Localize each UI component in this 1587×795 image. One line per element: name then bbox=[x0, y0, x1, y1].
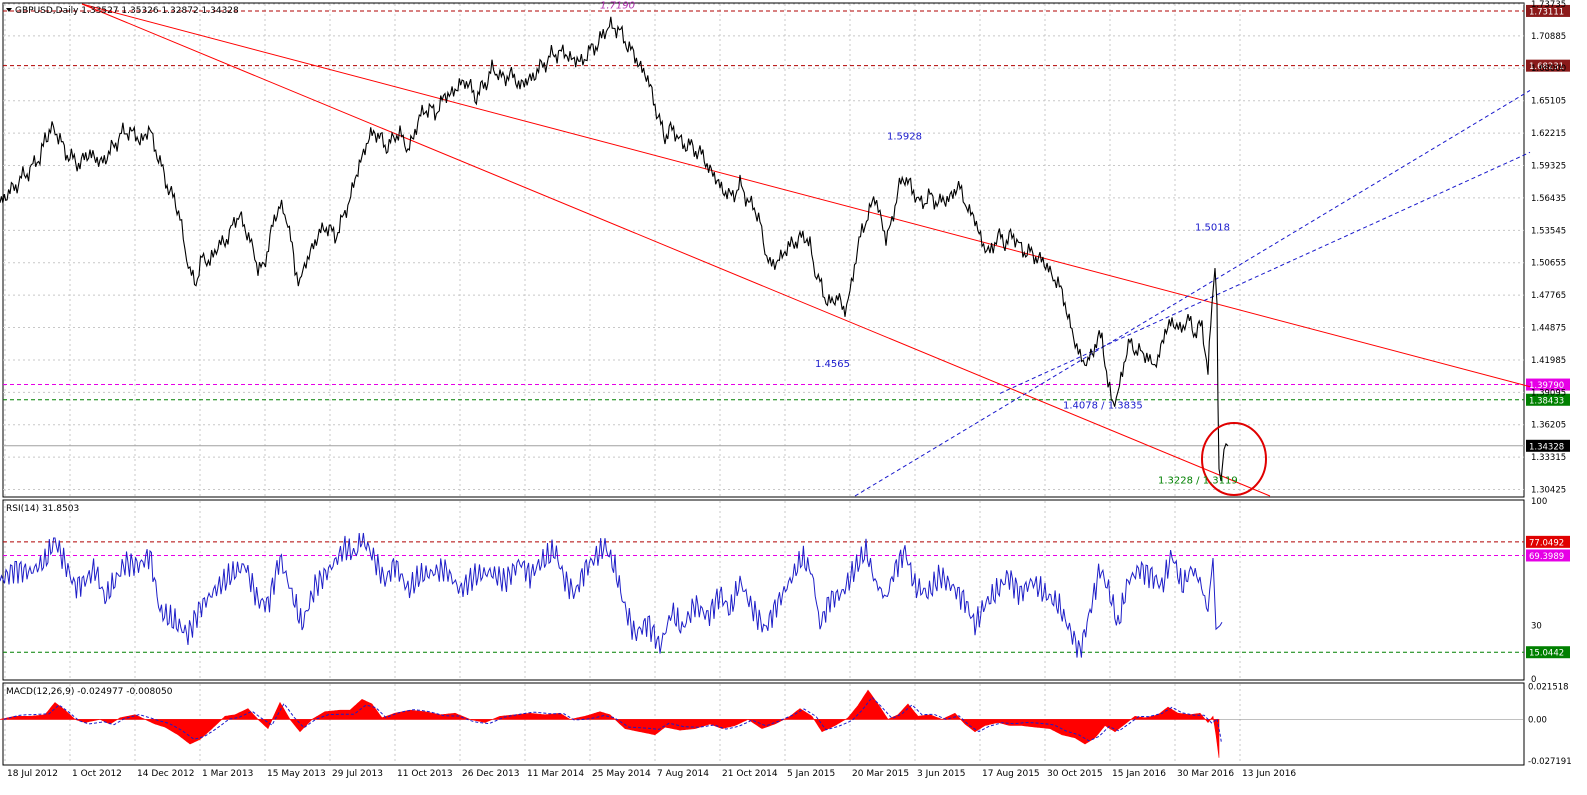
y-tick-label: 1.56435 bbox=[1531, 194, 1566, 204]
x-tick-label: 17 Aug 2015 bbox=[982, 769, 1040, 779]
price-levels: 1.73111 1.68231 1.39790 1.38433 1.34328 bbox=[3, 4, 1570, 452]
price-annotation: 1.3228 / 1.3119 bbox=[1158, 476, 1238, 487]
rsi-line bbox=[0, 532, 1223, 658]
rsi-tick-label: 30 bbox=[1531, 622, 1542, 632]
channel-line bbox=[81, 3, 1531, 388]
channel-line bbox=[81, 3, 1271, 497]
price-pane[interactable] bbox=[2, 2, 1525, 498]
x-tick-label: 18 Jul 2012 bbox=[7, 769, 58, 779]
x-tick-label: 21 Oct 2014 bbox=[722, 769, 778, 779]
price-level-label: 1.38433 bbox=[1529, 396, 1564, 406]
rsi-title: RSI(14) 31.8503 bbox=[6, 504, 79, 514]
main-chart-title: GBPUSD,Daily 1.33527 1.35326 1.32872 1.3… bbox=[15, 6, 239, 16]
price-annotation: 1.5018 bbox=[1195, 222, 1230, 233]
x-tick-label: 1 Mar 2013 bbox=[202, 769, 253, 779]
price-level-label: 1.34328 bbox=[1529, 442, 1564, 452]
price-level-tag bbox=[1526, 439, 1570, 452]
x-tick-label: 20 Mar 2015 bbox=[852, 769, 909, 779]
y-tick-label: 1.36205 bbox=[1531, 421, 1566, 431]
rsi-tick-label: 0 bbox=[1531, 675, 1536, 685]
price-level-tag bbox=[1526, 393, 1570, 406]
price-level-tag bbox=[1526, 378, 1570, 391]
x-tick-label: 14 Dec 2012 bbox=[137, 769, 195, 779]
macd-title: MACD(12,26,9) -0.024977 -0.008050 bbox=[6, 687, 173, 697]
x-tick-label: 29 Jul 2013 bbox=[332, 769, 383, 779]
rsi-pane[interactable] bbox=[2, 499, 1525, 681]
price-annotations: 1.7190 1.5928 1.5018 1.4565 1.4078 / 1.3835 1… bbox=[600, 0, 1238, 486]
rsi-level-tag bbox=[1526, 549, 1570, 562]
y-tick-label: 1.41985 bbox=[1531, 356, 1566, 366]
rsi-tick-label: 100 bbox=[1531, 497, 1547, 507]
price-series bbox=[0, 16, 1267, 496]
x-tick-label: 7 Aug 2014 bbox=[657, 769, 709, 779]
x-tick-label: 25 May 2014 bbox=[592, 769, 651, 779]
y-tick-label: 1.50655 bbox=[1531, 259, 1566, 269]
x-tick-label: 15 May 2013 bbox=[267, 769, 326, 779]
y-tick-label: 1.73735 bbox=[1531, 0, 1566, 10]
x-tick-label: 15 Jan 2016 bbox=[1112, 769, 1166, 779]
axis-labels: 18 Jul 2012 1 Oct 2012 14 Dec 2012 1 Mar 20… bbox=[7, 0, 1572, 779]
y-tick-label: 1.44875 bbox=[1531, 324, 1566, 334]
y-tick-label: 1.30425 bbox=[1531, 486, 1566, 496]
x-tick-label: 11 Mar 2014 bbox=[527, 769, 584, 779]
macd-series bbox=[0, 689, 1524, 758]
channel-line bbox=[999, 151, 1531, 394]
y-tick-label: 1.70885 bbox=[1531, 32, 1566, 42]
price-level-label: 1.39790 bbox=[1529, 381, 1564, 391]
macd-tick-label: -0.027191 bbox=[1528, 757, 1572, 767]
price-line bbox=[0, 16, 1229, 482]
channel-line bbox=[854, 90, 1531, 497]
highlight-circle bbox=[1201, 421, 1267, 496]
x-tick-label: 3 Jun 2015 bbox=[917, 769, 965, 779]
x-tick-label: 11 Oct 2013 bbox=[397, 769, 453, 779]
x-tick-label: 26 Dec 2013 bbox=[462, 769, 520, 779]
y-tick-label: 1.33315 bbox=[1531, 453, 1566, 463]
price-annotation: 1.4078 / 1.3835 bbox=[1063, 401, 1143, 412]
price-level-label: 1.68231 bbox=[1529, 62, 1564, 72]
x-tick-label: 5 Jan 2015 bbox=[787, 769, 835, 779]
y-tick-label: 1.65105 bbox=[1531, 97, 1566, 107]
rsi-level-tag bbox=[1526, 646, 1570, 659]
price-annotation: 1.5928 bbox=[887, 131, 922, 142]
rsi-level-label: 69.3989 bbox=[1529, 552, 1564, 562]
macd-signal-line bbox=[3, 696, 1222, 744]
y-tick-label: 1.68000 bbox=[1531, 64, 1566, 74]
rsi-level-label: 77.0492 bbox=[1529, 538, 1564, 548]
price-level-label: 1.73111 bbox=[1529, 7, 1564, 17]
x-tick-label: 1 Oct 2012 bbox=[72, 769, 122, 779]
symbol-menu-icon[interactable] bbox=[6, 8, 12, 12]
y-tick-label: 1.47765 bbox=[1531, 291, 1566, 301]
y-tick-label: 1.62215 bbox=[1531, 129, 1566, 139]
rsi-level-tag bbox=[1526, 535, 1570, 548]
price-annotation: 1.4565 bbox=[815, 359, 850, 370]
y-tick-label: 1.39095 bbox=[1531, 388, 1566, 398]
price-level-tag bbox=[1526, 4, 1570, 17]
macd-tick-label: 0.021518 bbox=[1528, 682, 1569, 692]
rsi-level-label: 15.0442 bbox=[1529, 649, 1564, 659]
y-tick-label: 1.59325 bbox=[1531, 162, 1566, 172]
rsi-series bbox=[0, 532, 1223, 658]
rsi-levels: 77.0492 69.3989 15.0442 bbox=[3, 535, 1570, 659]
macd-tick-label: 0.00 bbox=[1528, 715, 1547, 725]
channel-lines bbox=[81, 3, 1531, 497]
price-annotation: 1.7190 bbox=[600, 0, 635, 11]
y-tick-label: 1.53545 bbox=[1531, 226, 1566, 236]
price-level-tag bbox=[1526, 59, 1570, 72]
x-tick-label: 30 Mar 2016 bbox=[1177, 769, 1234, 779]
x-tick-label: 30 Oct 2015 bbox=[1047, 769, 1103, 779]
x-tick-label: 13 Jun 2016 bbox=[1242, 769, 1296, 779]
